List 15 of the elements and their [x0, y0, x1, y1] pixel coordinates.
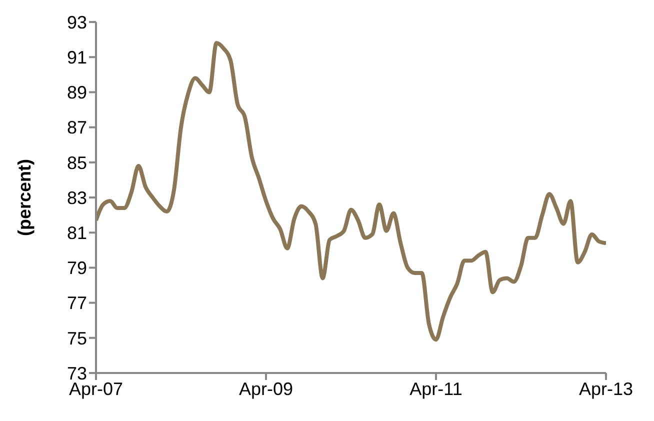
y-tick-label: 81: [66, 222, 87, 243]
y-axis-title: (percent): [14, 158, 34, 236]
x-tick-label: Apr-11: [410, 378, 462, 399]
y-tick-label: 85: [66, 152, 87, 173]
x-tick-label: Apr-13: [578, 378, 634, 399]
y-tick-label: 83: [66, 188, 87, 208]
y-tick-label: 77: [66, 293, 87, 314]
y-tick-label: 79: [66, 258, 87, 278]
y-tick-label: 93: [66, 12, 87, 32]
y-tick-label: 75: [66, 328, 87, 348]
line-series: [96, 41, 606, 342]
y-tick-label: 87: [66, 118, 87, 138]
x-tick-label: Apr-09: [238, 378, 294, 399]
y-tick-label: 91: [66, 47, 87, 68]
y-tick-label: 89: [66, 82, 87, 103]
